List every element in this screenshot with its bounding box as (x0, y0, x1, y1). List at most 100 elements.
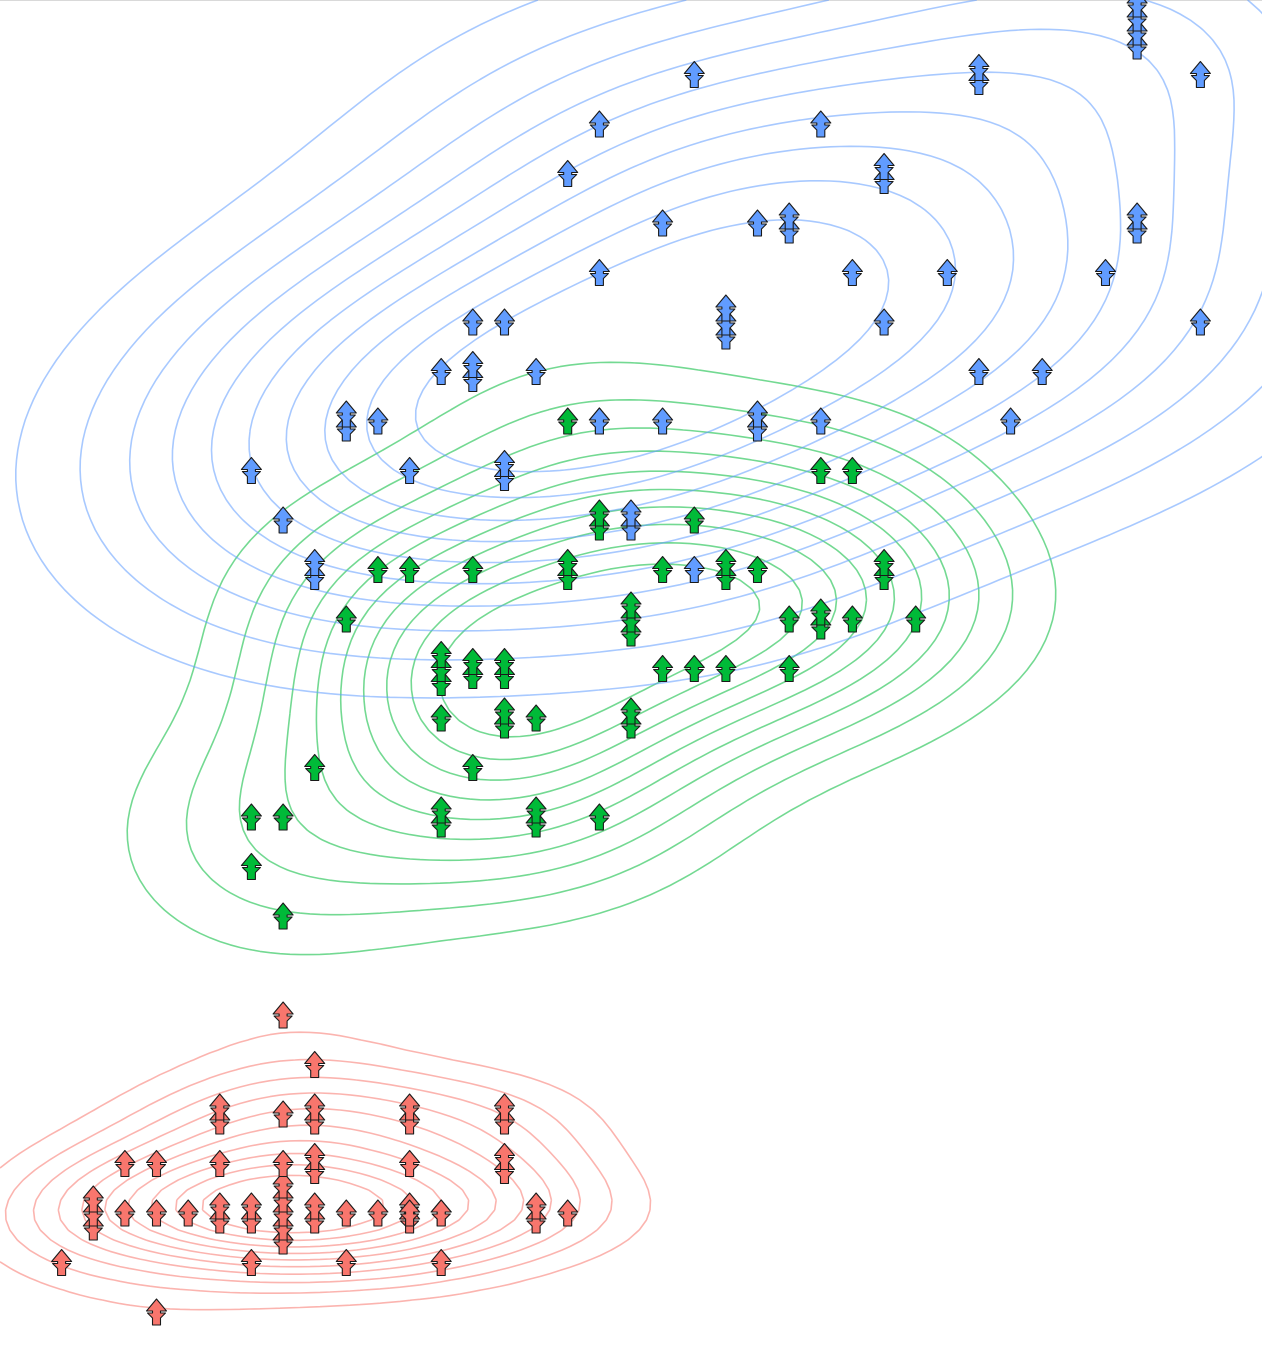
data-point (273, 1101, 293, 1127)
tree-icon (147, 1299, 167, 1325)
data-point (621, 698, 641, 738)
tree-icon (558, 161, 578, 187)
tree-icon (684, 557, 704, 583)
data-point (969, 55, 989, 95)
data-point (558, 550, 578, 590)
tree-icon (178, 1200, 198, 1226)
data-point (241, 1193, 261, 1233)
density-contour-series-2 (341, 490, 895, 820)
tree-icon (589, 111, 609, 137)
tree-icon (400, 557, 420, 583)
data-point (336, 401, 356, 441)
density-contour-series-2 (187, 400, 1013, 915)
data-point (811, 111, 831, 137)
tree-icon (1190, 309, 1210, 335)
data-point (874, 309, 894, 335)
tree-icon (336, 1200, 356, 1226)
data-point (842, 606, 862, 632)
density-contour-series-3 (249, 72, 1121, 562)
data-point (336, 606, 356, 632)
data-point (748, 401, 768, 441)
data-point (210, 1193, 230, 1233)
data-point (1127, 0, 1147, 59)
tree-icon (558, 1200, 578, 1226)
tree-icon (906, 606, 926, 632)
density-contours (0, 0, 1262, 1310)
tree-icon (241, 458, 261, 484)
tree-icon (874, 309, 894, 335)
data-point (336, 1200, 356, 1226)
data-point (526, 1193, 546, 1233)
data-point (241, 804, 261, 830)
data-point (526, 359, 546, 385)
data-point (1127, 203, 1147, 243)
density-contour-series-3 (212, 29, 1175, 583)
tree-icon (1001, 408, 1021, 434)
tree-icon (273, 903, 293, 929)
data-point (305, 1094, 325, 1134)
data-point (431, 359, 451, 385)
data-point (273, 903, 293, 929)
tree-icon (115, 1200, 135, 1226)
data-point (779, 203, 799, 243)
data-point (558, 1200, 578, 1226)
data-point (779, 606, 799, 632)
data-point (400, 557, 420, 583)
data-point (305, 1193, 325, 1233)
data-point (368, 1200, 388, 1226)
tree-icon (431, 359, 451, 385)
tree-icon (811, 111, 831, 137)
data-point (842, 260, 862, 286)
data-point (305, 550, 325, 590)
data-point (368, 408, 388, 434)
data-point (589, 111, 609, 137)
data-point (1001, 408, 1021, 434)
data-point (906, 606, 926, 632)
data-point (811, 599, 831, 639)
tree-icon (241, 1250, 261, 1276)
data-point (1190, 62, 1210, 88)
tree-icon (431, 1200, 451, 1226)
density-contour-series-3 (130, 0, 1262, 631)
tree-icon (653, 557, 673, 583)
data-point (558, 408, 578, 434)
tree-icon (842, 260, 862, 286)
tree-icon (589, 260, 609, 286)
data-point (495, 698, 515, 738)
tree-icon (526, 359, 546, 385)
density-contour-series-2 (285, 451, 949, 860)
data-point (431, 1200, 451, 1226)
data-point (83, 1186, 103, 1240)
tree-icon (653, 210, 673, 236)
tree-icon (1190, 62, 1210, 88)
data-point (273, 1002, 293, 1028)
tree-icon (368, 408, 388, 434)
density-contour-series-1 (82, 1109, 524, 1267)
tree-icon (495, 309, 515, 335)
tree-icon (273, 1101, 293, 1127)
tree-icon (273, 1002, 293, 1028)
tree-icon (368, 1200, 388, 1226)
data-point (273, 507, 293, 533)
data-point (368, 557, 388, 583)
data-point (241, 458, 261, 484)
data-point (716, 550, 736, 590)
data-point (653, 210, 673, 236)
data-point (653, 557, 673, 583)
data-point (400, 1094, 420, 1134)
tree-icon (241, 854, 261, 880)
tree-icon (368, 557, 388, 583)
data-point (147, 1299, 167, 1325)
data-point (463, 649, 483, 689)
data-point (558, 161, 578, 187)
data-point (526, 705, 546, 731)
density-contour-series-1 (0, 1032, 651, 1310)
data-point (115, 1200, 135, 1226)
tree-icon (969, 359, 989, 385)
data-point (495, 309, 515, 335)
tree-icon (273, 507, 293, 533)
tree-icon (305, 1052, 325, 1078)
data-point (431, 642, 451, 696)
